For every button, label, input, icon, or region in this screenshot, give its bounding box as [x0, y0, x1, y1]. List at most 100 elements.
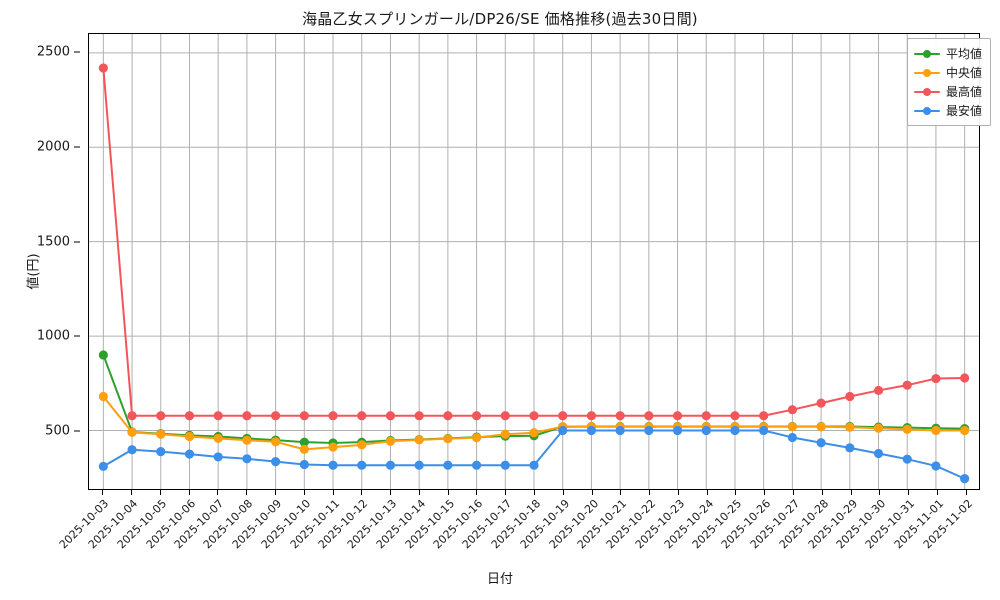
data-point [931, 425, 941, 436]
data-point [558, 425, 568, 436]
x-tick-mark [764, 490, 766, 495]
data-point [644, 411, 654, 421]
data-point [902, 424, 912, 434]
data-point [156, 429, 166, 439]
data-point [931, 461, 941, 471]
x-tick-mark [361, 490, 363, 495]
legend-item-最高値[interactable]: 最高値 [913, 82, 982, 101]
x-tick-mark [159, 490, 161, 495]
x-tick-mark [131, 490, 133, 495]
data-point [816, 438, 826, 448]
x-tick-mark [505, 490, 507, 495]
data-point [615, 425, 625, 436]
x-tick-mark [908, 490, 910, 495]
data-point [271, 457, 281, 467]
data-point [385, 411, 396, 421]
data-point [672, 411, 683, 421]
data-point [357, 411, 367, 421]
data-point [328, 460, 338, 470]
legend-item-最安値[interactable]: 最安値 [913, 101, 982, 120]
legend-label: 最高値 [945, 85, 982, 99]
data-point [414, 460, 424, 470]
y-tick-label: 1000 [36, 328, 70, 344]
x-axis-tickmarks [88, 490, 980, 500]
x-tick-mark [879, 490, 881, 495]
x-tick-mark [850, 490, 852, 495]
y-tick-mark [74, 335, 80, 337]
x-tick-mark [275, 490, 277, 495]
x-tick-mark [246, 490, 248, 495]
legend-label: 最安値 [945, 104, 982, 118]
x-tick-mark [677, 490, 679, 495]
data-point [873, 423, 884, 433]
series-中央値 [98, 391, 970, 454]
y-tick-mark [74, 241, 80, 243]
x-tick-mark [562, 490, 564, 495]
data-point [242, 411, 252, 421]
data-point [98, 391, 108, 402]
x-tick-mark [735, 490, 737, 495]
y-tick-mark [74, 430, 80, 432]
x-tick-mark [332, 490, 334, 495]
data-point [500, 460, 510, 470]
data-point [385, 460, 396, 470]
data-point [271, 411, 281, 421]
data-point [127, 427, 137, 437]
data-point [529, 428, 539, 438]
data-point [271, 437, 281, 447]
data-point [299, 437, 309, 447]
legend-item-平均値[interactable]: 平均値 [913, 44, 982, 63]
data-point [816, 422, 826, 432]
data-point [213, 452, 223, 462]
data-point [414, 411, 424, 421]
x-tick-mark [965, 490, 967, 495]
x-tick-mark [217, 490, 219, 495]
data-point [328, 442, 338, 452]
data-point [529, 411, 539, 421]
legend-swatch-icon [913, 48, 940, 60]
y-tick-label: 500 [45, 423, 70, 439]
data-point [787, 422, 797, 432]
data-point [960, 373, 970, 383]
legend-label: 中央値 [945, 66, 982, 80]
data-point [787, 432, 797, 443]
legend-swatch-icon [913, 86, 940, 98]
data-point [443, 434, 453, 444]
data-point [787, 405, 797, 415]
data-point [299, 411, 309, 421]
x-tick-mark [649, 490, 651, 495]
legend: 平均値中央値最高値最安値 [906, 38, 991, 126]
data-point [471, 433, 482, 443]
data-point [845, 422, 855, 432]
data-point [529, 460, 539, 470]
y-tick-mark [74, 146, 80, 148]
data-point [471, 460, 482, 470]
data-point [730, 425, 740, 436]
data-point [902, 380, 912, 390]
data-point [931, 373, 941, 384]
data-point [500, 429, 510, 439]
legend-swatch-icon [913, 67, 940, 79]
legend-swatch-icon [913, 105, 940, 117]
x-tick-mark [303, 490, 305, 495]
data-point [127, 411, 137, 421]
x-tick-mark [620, 490, 622, 495]
data-point [672, 425, 683, 436]
data-point [414, 435, 424, 445]
data-point [759, 411, 769, 421]
y-tick-label: 1500 [36, 234, 70, 250]
x-tick-mark [534, 490, 535, 495]
data-point [471, 411, 482, 421]
data-point [357, 460, 367, 470]
data-point [873, 385, 884, 396]
data-point [98, 350, 108, 360]
data-point [184, 411, 195, 421]
data-point [242, 454, 252, 464]
data-point [586, 425, 597, 436]
x-tick-mark [936, 490, 938, 495]
legend-item-中央値[interactable]: 中央値 [913, 63, 982, 82]
data-point [299, 459, 309, 470]
chart-title: 海晶乙女スプリンガール/DP26/SE 価格推移(過去30日間) [302, 10, 698, 28]
x-axis-label: 日付 [486, 572, 513, 587]
